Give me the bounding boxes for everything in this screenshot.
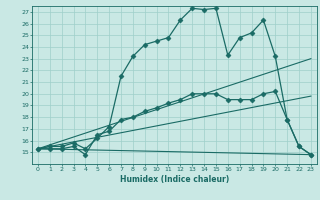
X-axis label: Humidex (Indice chaleur): Humidex (Indice chaleur)	[120, 175, 229, 184]
